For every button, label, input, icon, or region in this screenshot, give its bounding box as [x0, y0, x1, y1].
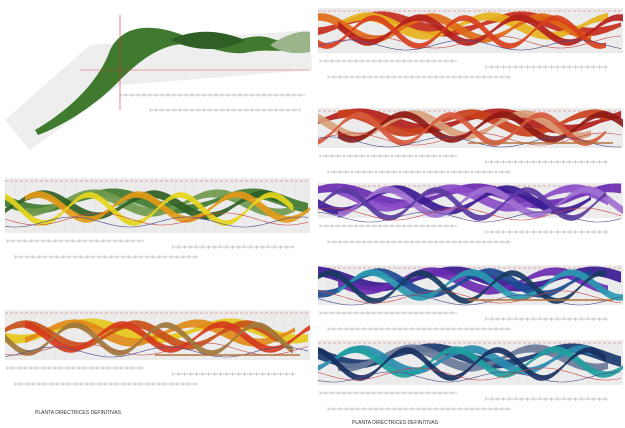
- ribbon: [338, 267, 608, 295]
- ribbon: [338, 346, 623, 378]
- contour-line: [4, 346, 309, 358]
- contour-line: [317, 136, 622, 148]
- contour-line: [317, 132, 622, 146]
- ribbon: [25, 319, 295, 347]
- caption: PLANTA DIRECTRICES DEFINITIVAS: [352, 420, 439, 426]
- ribbon: [5, 192, 293, 226]
- contour-line: [317, 290, 622, 304]
- ribbon: [338, 269, 623, 301]
- ribbon: [318, 347, 606, 381]
- contour-line: [317, 35, 622, 49]
- contour-line: [4, 212, 309, 226]
- contour-line: [317, 207, 622, 221]
- ribbon: [170, 31, 245, 49]
- ribbon: [318, 270, 606, 304]
- ribbon: [318, 187, 606, 221]
- contour-line: [317, 371, 621, 383]
- ribbon: [338, 111, 623, 143]
- ribbon: [25, 191, 310, 223]
- contour-line: [317, 294, 622, 306]
- panel-shadow: [5, 30, 312, 150]
- ribbon: [338, 12, 608, 40]
- ribbon: [338, 184, 608, 212]
- contour-line: [317, 211, 622, 223]
- ribbon: [318, 15, 606, 49]
- contour-line: [317, 39, 622, 51]
- ribbon: [338, 14, 623, 46]
- ribbon: [318, 112, 606, 146]
- ribbon: [25, 321, 310, 353]
- ribbon: [338, 109, 608, 137]
- contour-line: [4, 216, 309, 228]
- ribbon: [5, 320, 278, 350]
- ribbon: [270, 31, 310, 54]
- ribbon: [5, 322, 293, 356]
- caption: PLANTA DIRECTRICES DEFINITIVAS: [35, 410, 122, 416]
